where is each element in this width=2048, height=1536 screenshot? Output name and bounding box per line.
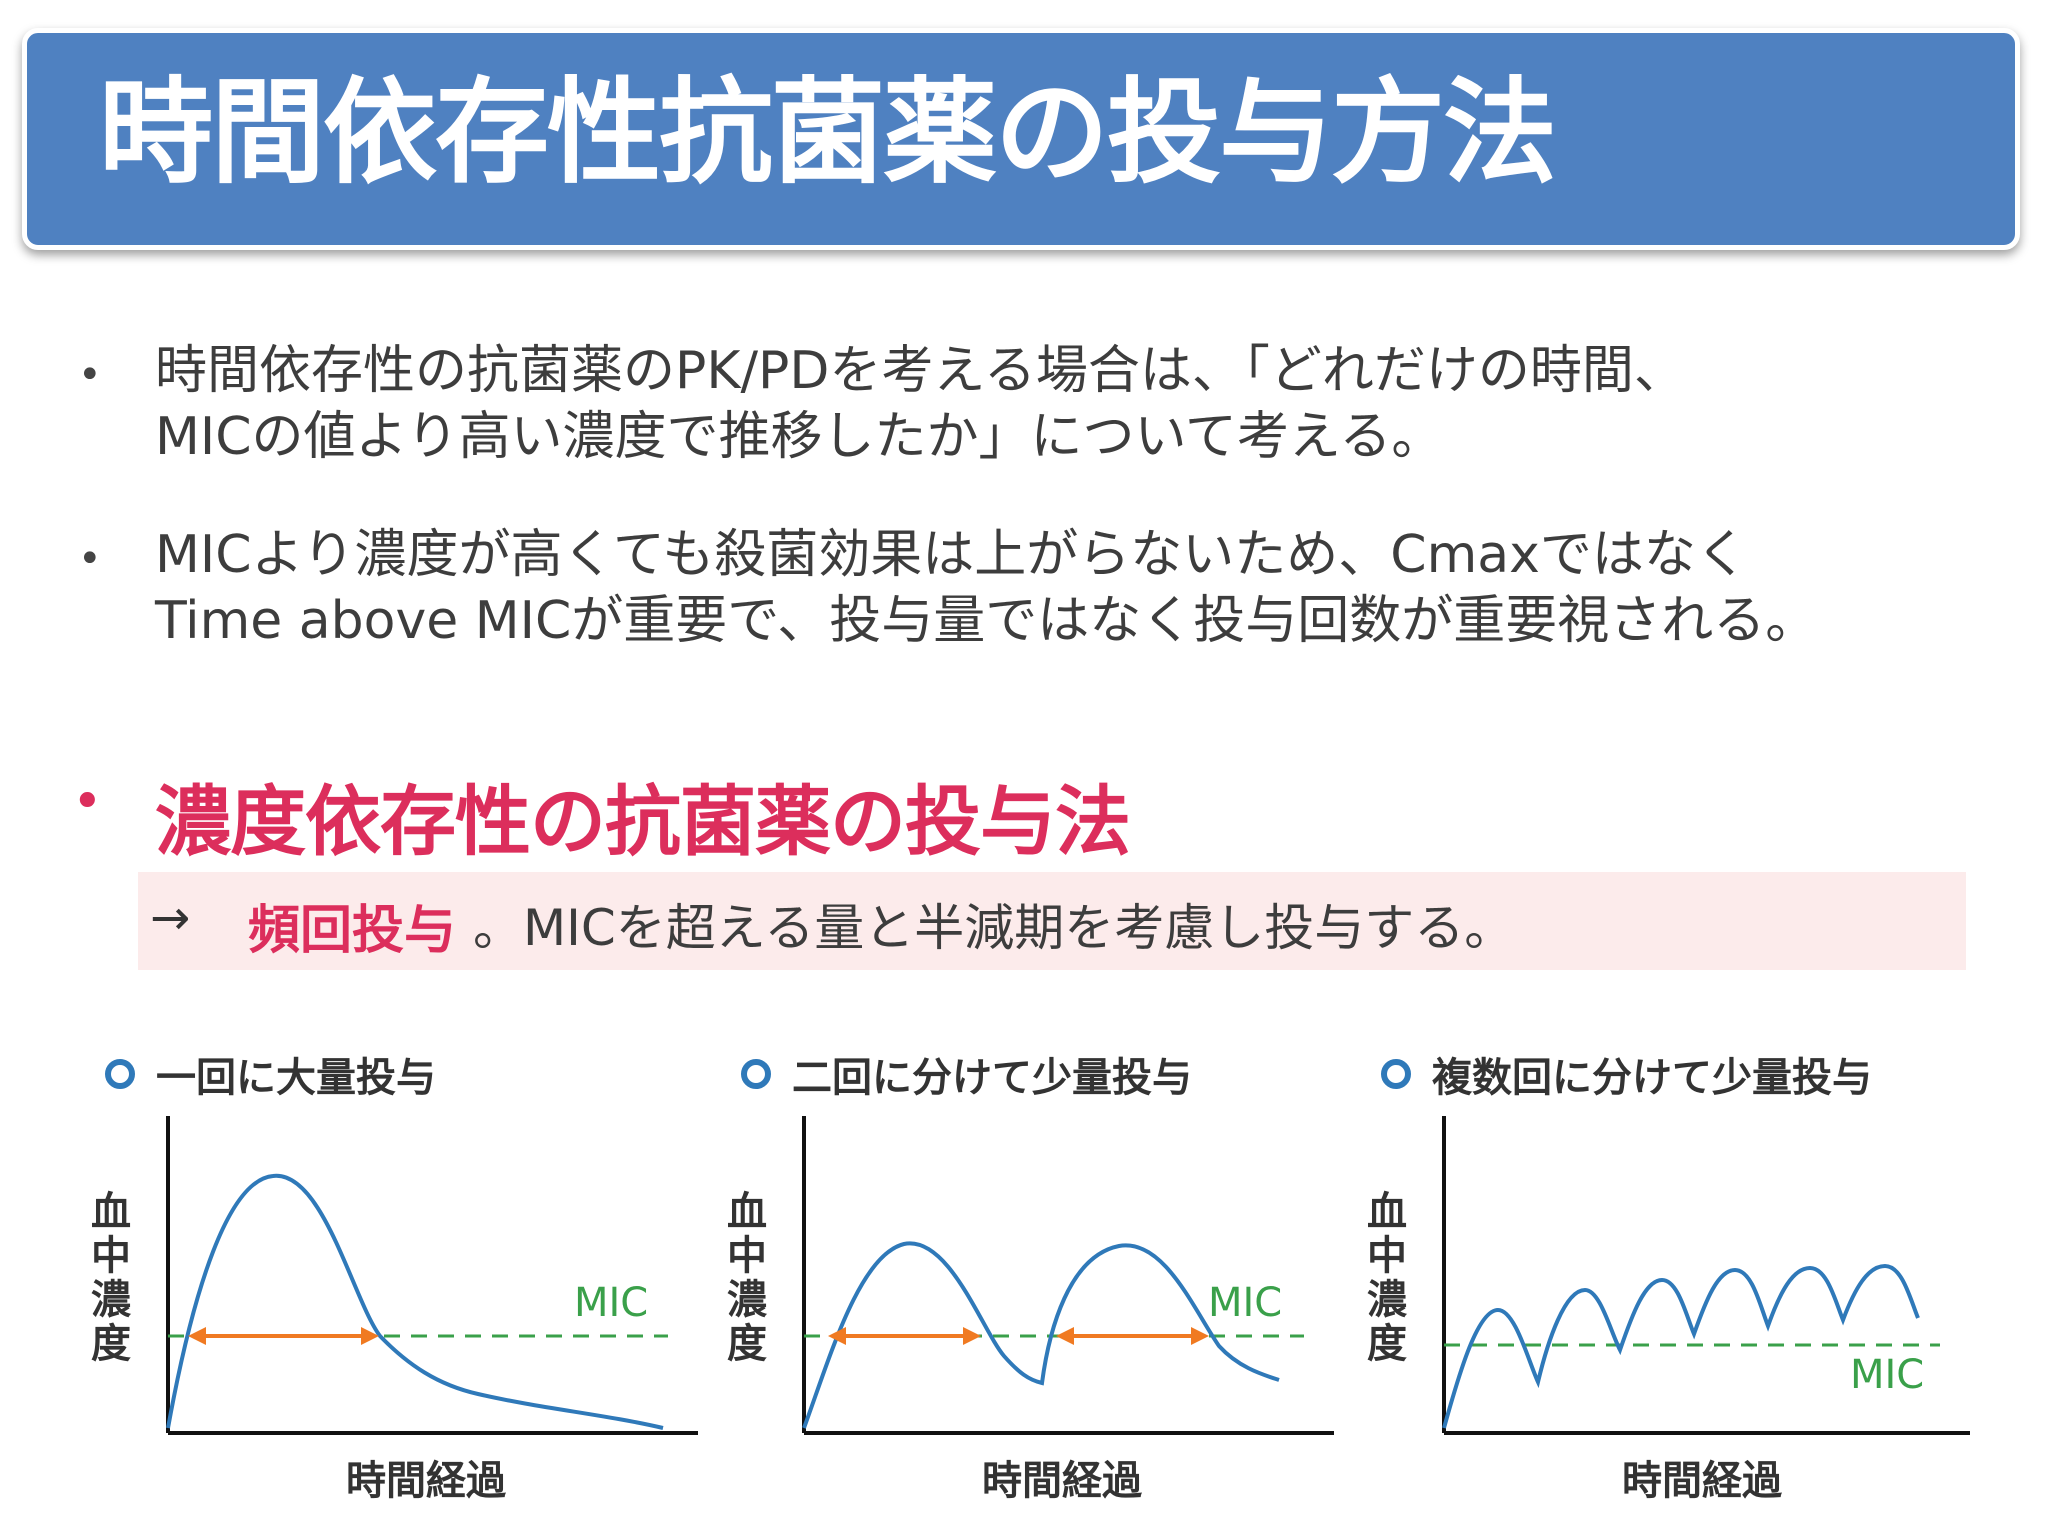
panel-title: 複数回に分けて少量投与 <box>1432 1055 1872 1101</box>
panel-title: 一回に大量投与 <box>156 1055 436 1101</box>
concentration-curve <box>1442 1263 1920 1429</box>
graph-two-doses <box>741 1059 1334 1435</box>
circle-bullet-icon <box>1381 1059 1411 1089</box>
bullet-dot: • <box>78 536 102 582</box>
slide-title: 時間依存性抗菌薬の投与方法 <box>99 66 1557 199</box>
panel-multiple-doses: 複数回に分けて少量投与 血中濃度 時間経過 MIC <box>1360 1030 1980 1530</box>
circle-bullet-icon <box>105 1059 135 1089</box>
y-axis-label: 血中濃度 <box>1367 1189 1407 1367</box>
mic-label: MIC <box>574 1280 649 1326</box>
y-axis-label: 血中濃度 <box>727 1189 767 1367</box>
dosing-note-box: → 頻回投与 。MICを超える量と半減期を考慮し投与する。 <box>138 872 1966 970</box>
panel-single-dose: 一回に大量投与 血中濃度 時間経過 MIC <box>88 1030 708 1530</box>
x-axis-label: 時間経過 <box>1622 1458 1782 1504</box>
time-above-mic-arrow-2 <box>1056 1327 1209 1345</box>
x-axis-label: 時間経過 <box>346 1458 506 1504</box>
concentration-dependent-heading: 濃度依存性の抗菌薬の投与法 <box>155 777 1131 866</box>
time-above-mic-arrow <box>188 1327 379 1345</box>
panel-title: 二回に分けて少量投与 <box>792 1055 1192 1101</box>
circle-bullet-icon <box>741 1059 771 1089</box>
bullet-dot-pink: • <box>72 772 103 832</box>
bullet-1-line-2: MICの値より高い濃度で推移したか」について考える。 <box>155 407 1444 467</box>
panel-two-doses: 二回に分けて少量投与 血中濃度 時間経過 MIC <box>724 1030 1344 1530</box>
bullet-2-line-2: Time above MICが重要で、投与量ではなく投与回数が重要視される。 <box>155 591 1818 651</box>
bullet-2-line-1: MICより濃度が高くても殺菌効果は上がらないため、Cmaxではなく <box>155 525 1748 585</box>
bullet-dot: • <box>78 352 102 398</box>
time-above-mic-arrow-1 <box>828 1327 981 1345</box>
concentration-curve <box>802 1241 1280 1429</box>
right-arrow-icon: → <box>150 890 191 946</box>
note-text: 。MICを超える量と半減期を考慮し投与する。 <box>473 899 1515 957</box>
mic-label: MIC <box>1208 1280 1283 1326</box>
note-emphasis: 頻回投与 <box>248 901 457 961</box>
bullet-1-line-1: 時間依存性の抗菌薬のPK/PDを考える場合は、「どれだけの時間、 <box>155 341 1686 401</box>
graph-single-dose <box>105 1059 698 1435</box>
mic-label: MIC <box>1850 1352 1925 1398</box>
y-axis-label: 血中濃度 <box>91 1189 131 1367</box>
graph-multiple-doses <box>1381 1059 1970 1435</box>
concentration-curve <box>166 1173 664 1430</box>
x-axis-label: 時間経過 <box>982 1458 1142 1504</box>
title-banner: 時間依存性抗菌薬の投与方法 <box>22 28 2020 250</box>
